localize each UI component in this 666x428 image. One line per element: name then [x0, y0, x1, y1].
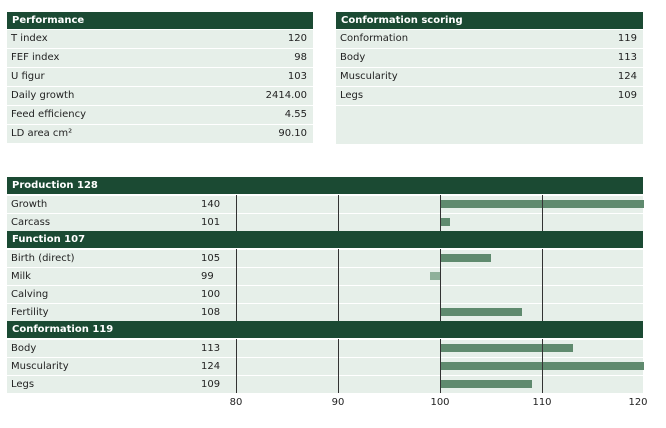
bar — [429, 272, 440, 280]
performance-row: FEF index 98 — [7, 48, 313, 67]
row-label: Carcass — [11, 217, 51, 228]
gridline — [542, 339, 543, 393]
row-label: Birth (direct) — [11, 253, 75, 264]
chart-row: Muscularity 124 — [7, 357, 644, 375]
row-value: 108 — [201, 307, 221, 318]
row-value: 4.55 — [284, 109, 307, 120]
gridline — [542, 195, 543, 231]
row-value: 120 — [287, 33, 307, 44]
row-label: Muscularity — [340, 71, 398, 82]
row-value: 101 — [201, 217, 221, 228]
row-label: Calving — [11, 289, 49, 300]
row-label: Muscularity — [11, 361, 69, 372]
row-value: 90.10 — [278, 128, 307, 139]
row-value: 105 — [201, 253, 221, 264]
chart-row: Calving 100 — [7, 285, 643, 303]
row-label: Daily growth — [11, 90, 75, 101]
row-label: LD area cm² — [11, 128, 73, 139]
row-label: Milk — [11, 271, 31, 282]
gridline — [338, 339, 339, 393]
conformation-scoring-panel: Conformation scoring Conformation 119 Bod… — [336, 12, 643, 144]
conformation-scoring-title: Conformation scoring — [336, 12, 643, 29]
chart-row: Fertility 108 — [7, 303, 643, 321]
x-tick-label: 110 — [532, 397, 552, 408]
bar — [440, 218, 451, 226]
gridline — [236, 339, 237, 393]
gridline — [542, 249, 543, 321]
performance-title: Performance — [7, 12, 313, 29]
row-label: FEF index — [11, 52, 60, 63]
row-value: 103 — [287, 71, 307, 82]
chart-row: Milk 99 — [7, 267, 643, 285]
performance-row: T index 120 — [7, 29, 313, 48]
index-bar-chart: Production 128 Growth 140 Carcass 101 Functio… — [7, 177, 644, 393]
row-label: Body — [11, 343, 37, 354]
row-label: U figur — [11, 71, 45, 82]
gridline — [440, 195, 441, 231]
row-label: Feed efficiency — [11, 109, 87, 120]
row-label: Body — [340, 52, 366, 63]
row-label: Conformation — [340, 33, 409, 44]
row-value: 2414.00 — [265, 90, 307, 101]
performance-row: LD area cm² 90.10 — [7, 124, 313, 143]
conformation-row: Conformation 119 — [336, 29, 643, 48]
row-value: 109 — [201, 379, 221, 390]
row-label: Growth — [11, 199, 48, 210]
row-label: T index — [11, 33, 48, 44]
conformation-row: Body 113 — [336, 48, 643, 67]
performance-row: U figur 103 — [7, 67, 313, 86]
gridline — [338, 195, 339, 231]
row-value: 119 — [617, 33, 637, 44]
gridline — [338, 249, 339, 321]
group-header: Function 107 — [7, 231, 643, 248]
group-header: Conformation 119 — [7, 321, 643, 338]
row-label: Legs — [340, 90, 364, 101]
row-label: Legs — [11, 379, 35, 390]
bar — [440, 308, 522, 316]
row-value: 99 — [201, 271, 214, 282]
row-value: 124 — [617, 71, 637, 82]
chart-row: Birth (direct) 105 — [7, 249, 643, 267]
row-label: Fertility — [11, 307, 49, 318]
gridline — [440, 249, 441, 321]
bar — [440, 344, 573, 352]
gridline — [440, 339, 441, 393]
gridline — [236, 195, 237, 231]
row-value: 109 — [617, 90, 637, 101]
x-tick-label: 120 — [628, 397, 648, 408]
row-value: 124 — [201, 361, 221, 372]
row-value: 113 — [201, 343, 221, 354]
performance-row: Daily growth 2414.00 — [7, 86, 313, 105]
chart-row: Growth 140 — [7, 195, 644, 213]
x-tick-label: 80 — [229, 397, 243, 408]
conformation-filler — [336, 105, 643, 144]
bar — [440, 380, 532, 388]
conformation-row: Muscularity 124 — [336, 67, 643, 86]
chart-row: Carcass 101 — [7, 213, 643, 231]
row-value: 98 — [294, 52, 307, 63]
chart-row: Legs 109 — [7, 375, 643, 393]
group-header: Production 128 — [7, 177, 643, 194]
row-value: 140 — [201, 199, 221, 210]
row-value: 100 — [201, 289, 221, 300]
conformation-row: Legs 109 — [336, 86, 643, 105]
bar — [440, 254, 491, 262]
performance-panel: Performance T index 120 FEF index 98 U fig… — [7, 12, 313, 143]
x-tick-label: 100 — [430, 397, 450, 408]
chart-row: Body 113 — [7, 339, 643, 357]
performance-row: Feed efficiency 4.55 — [7, 105, 313, 124]
x-tick-label: 90 — [331, 397, 345, 408]
row-value: 113 — [617, 52, 637, 63]
gridline — [236, 249, 237, 321]
